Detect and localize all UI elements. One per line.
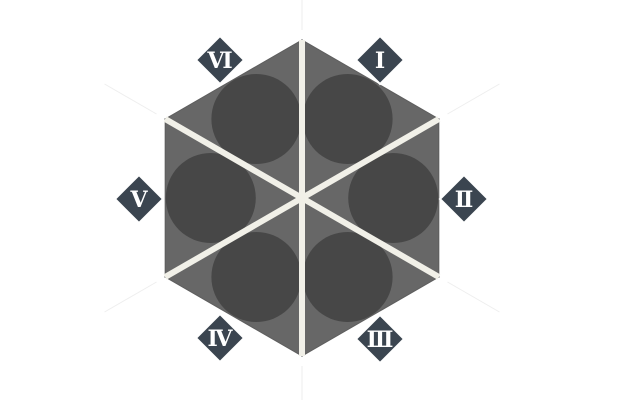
sector-selector-label: Ⅲ [367, 327, 394, 353]
sector-selector-label: Ⅱ [455, 187, 474, 213]
sector-selector-label: Ⅴ [129, 187, 148, 213]
sector-selector-label: Ⅰ [375, 48, 385, 74]
sector-selector-label: Ⅵ [206, 48, 232, 74]
sector-selector-label: Ⅳ [208, 326, 234, 352]
